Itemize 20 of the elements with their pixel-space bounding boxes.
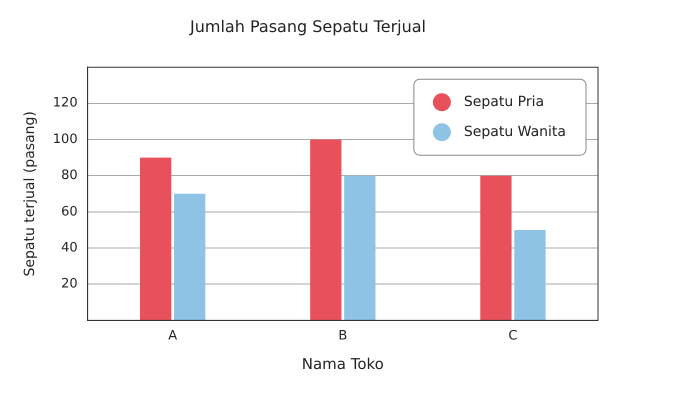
- legend-label: Sepatu Wanita: [464, 124, 566, 140]
- y-tick-label: 100: [52, 132, 78, 147]
- y-tick-label: 120: [52, 96, 78, 111]
- x-tick-label: B: [338, 328, 348, 344]
- y-tick-label: 60: [61, 204, 78, 220]
- x-tick-label: A: [168, 328, 178, 344]
- bar: [514, 230, 546, 320]
- bar: [174, 194, 206, 320]
- y-axis-title: Sepatu terjual (pasang): [22, 111, 38, 276]
- bar: [140, 158, 172, 320]
- legend-label: Sepatu Pria: [464, 94, 544, 110]
- chart-title: Jumlah Pasang Sepatu Terjual: [189, 16, 426, 36]
- y-tick-label: 20: [61, 276, 78, 292]
- y-tick-label: 80: [61, 168, 78, 184]
- bar: [480, 176, 512, 320]
- x-tick-label: C: [508, 328, 518, 344]
- bar: [344, 176, 376, 320]
- x-axis-title: Nama Toko: [302, 354, 384, 373]
- bar: [310, 140, 342, 320]
- y-tick-label: 40: [61, 240, 78, 256]
